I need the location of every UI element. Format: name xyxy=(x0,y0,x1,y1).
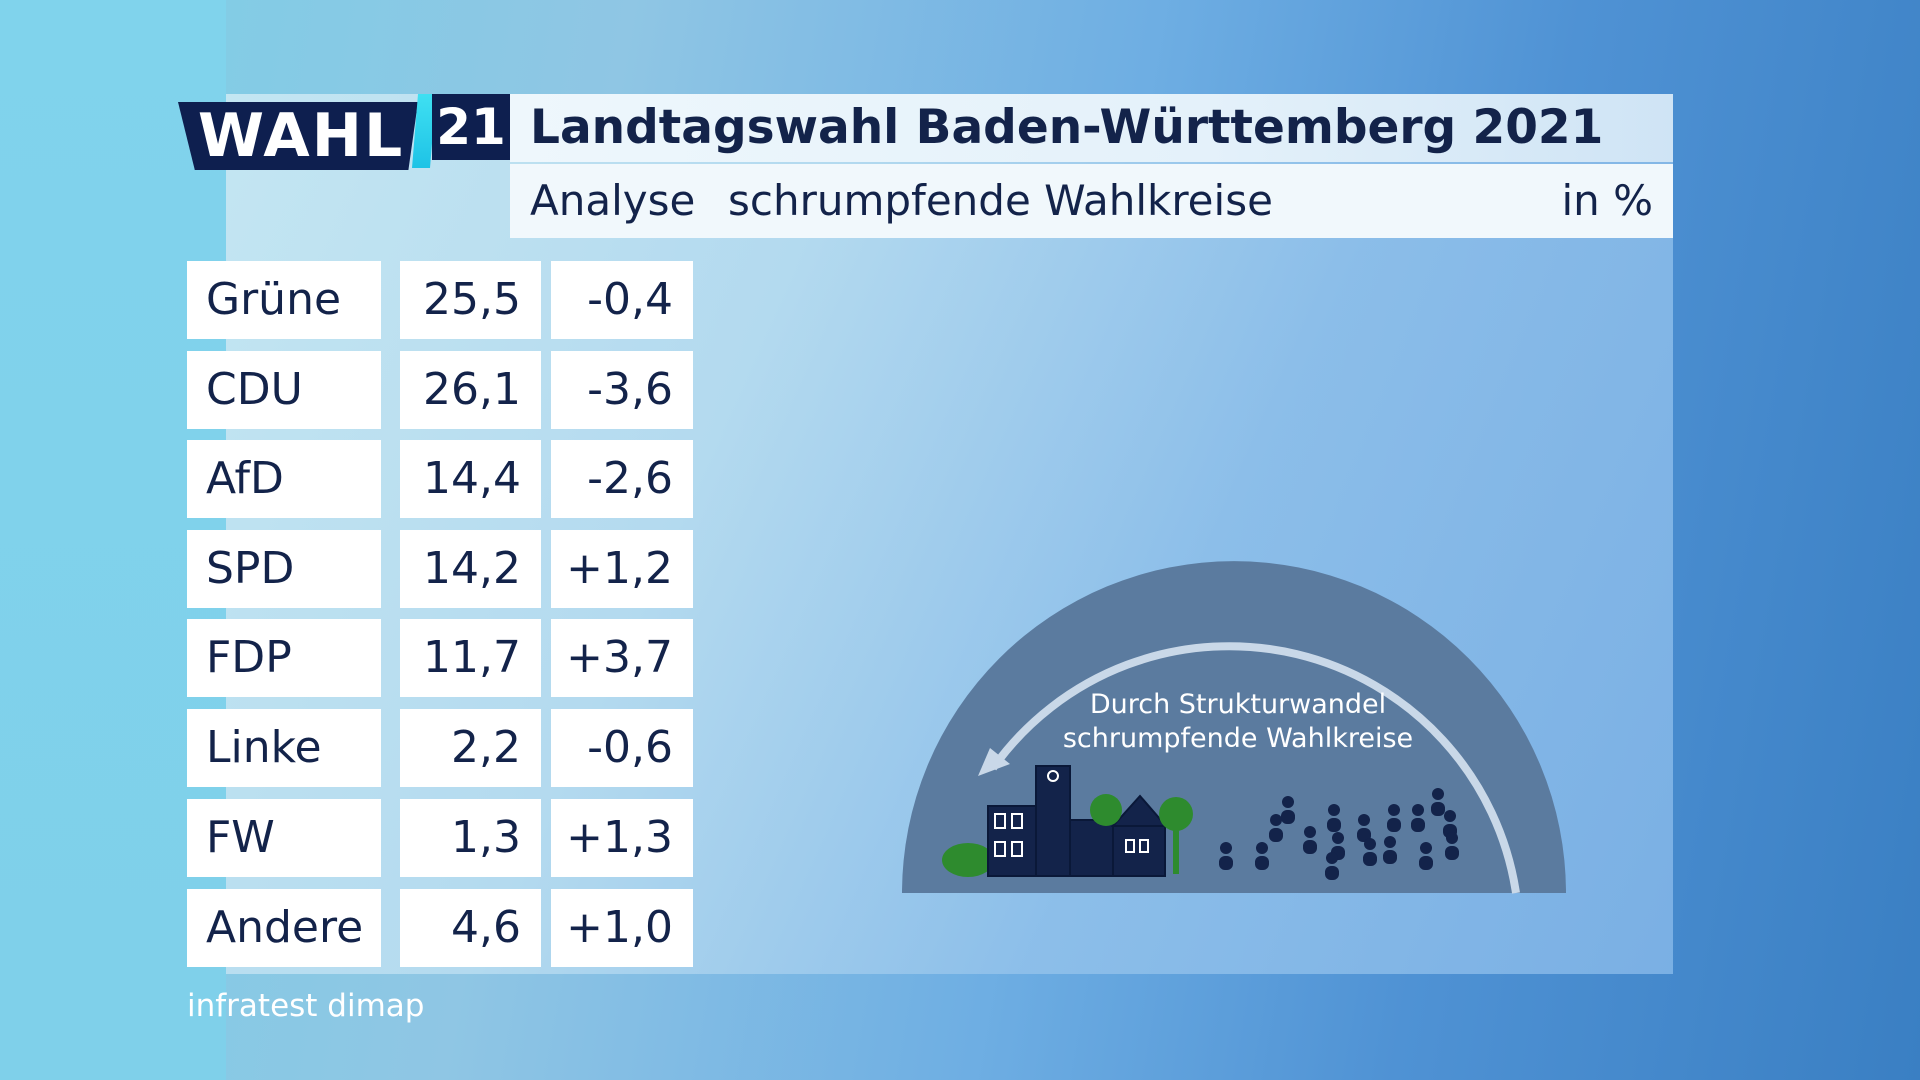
vote-change: -2,6 xyxy=(551,440,693,518)
party-name: Linke xyxy=(187,709,381,787)
vote-change: -0,4 xyxy=(551,261,693,339)
tree-icon xyxy=(1090,794,1122,826)
party-name: Andere xyxy=(187,889,381,967)
subtitle-unit: in % xyxy=(1561,176,1653,225)
subtitle-analyse: Analyse xyxy=(530,176,696,225)
party-name: FDP xyxy=(187,619,381,697)
arc-arrow xyxy=(989,642,1520,894)
title-bar: Landtagswahl Baden-Württemberg 2021 xyxy=(510,94,1673,162)
vote-change: +1,3 xyxy=(551,799,693,877)
tree-icon xyxy=(1159,797,1193,831)
source-credit: infratest dimap xyxy=(187,988,425,1024)
vote-change: -0,6 xyxy=(551,709,693,787)
vote-share: 14,2 xyxy=(400,530,541,608)
party-name: AfD xyxy=(187,440,381,518)
vote-share: 2,2 xyxy=(400,709,541,787)
subtitle-bar: Analyse schrumpfende Wahlkreise in % xyxy=(510,164,1673,238)
vote-change: +1,2 xyxy=(551,530,693,608)
illustration-caption-line1: Durch Strukturwandel xyxy=(1089,689,1387,720)
party-name: SPD xyxy=(187,530,381,608)
buildings-icon xyxy=(987,765,1169,877)
vote-change: +1,0 xyxy=(551,889,693,967)
arrow-head-icon xyxy=(978,748,1010,776)
vote-change: -3,6 xyxy=(551,351,693,429)
subtitle-topic: schrumpfende Wahlkreise xyxy=(728,176,1273,225)
bush-icon xyxy=(942,843,994,877)
vote-share: 1,3 xyxy=(400,799,541,877)
party-name: Grüne xyxy=(187,261,381,339)
vote-share: 14,4 xyxy=(400,440,541,518)
window-icons xyxy=(994,770,1149,857)
party-name: FW xyxy=(187,799,381,877)
illustration-caption-line2: schrumpfende Wahlkreise xyxy=(1062,723,1414,754)
vote-share: 25,5 xyxy=(400,261,541,339)
tree-trunk xyxy=(1173,826,1179,874)
wahl-logo: WAHL xyxy=(178,102,418,170)
dome-graphic xyxy=(902,561,1566,894)
wahl-logo-year: 21 xyxy=(432,94,510,160)
structural-change-illustration: Durch Strukturwandel schrumpfende Wahlkr… xyxy=(898,558,1578,898)
page-title: Landtagswahl Baden-Württemberg 2021 xyxy=(530,100,1604,155)
vote-change: +3,7 xyxy=(551,619,693,697)
people-icons xyxy=(1219,788,1459,880)
vote-share: 4,6 xyxy=(400,889,541,967)
vote-share: 11,7 xyxy=(400,619,541,697)
party-name: CDU xyxy=(187,351,381,429)
vote-share: 26,1 xyxy=(400,351,541,429)
